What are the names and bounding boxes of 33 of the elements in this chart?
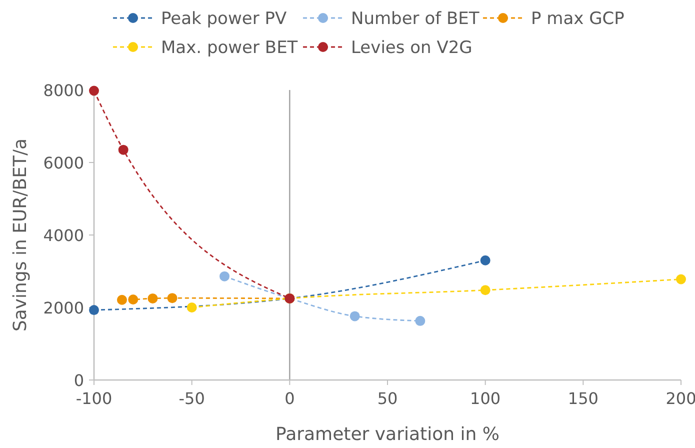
- y-axis-title: Savings in EUR/BET/a: [10, 138, 31, 332]
- point: [480, 255, 490, 266]
- x-tick-label: 0: [284, 389, 295, 408]
- x-tick-label: 100: [470, 389, 501, 408]
- legend-label: Number of BET: [351, 9, 480, 29]
- legend-label: Max. power BET: [161, 38, 298, 58]
- x-tick-label: 50: [377, 389, 398, 408]
- point: [167, 293, 178, 304]
- x-tick-label: 150: [568, 389, 598, 408]
- legend-label: Levies on V2G: [351, 38, 472, 58]
- point: [89, 86, 99, 96]
- point: [676, 274, 686, 284]
- legend-label: P max GCP: [531, 9, 624, 29]
- point: [89, 305, 99, 316]
- point: [128, 294, 138, 305]
- point: [350, 311, 360, 322]
- y-tick-label: 2000: [43, 298, 84, 318]
- y-tick-label: 6000: [43, 154, 84, 172]
- y-tick-label: 0: [74, 371, 84, 390]
- x-axis-title: Parameter variation in %: [276, 424, 500, 445]
- y-tick-label: 4000: [43, 226, 84, 245]
- point: [220, 271, 230, 282]
- point: [116, 294, 127, 305]
- point: [148, 293, 158, 304]
- point: [118, 144, 128, 155]
- point: [415, 316, 426, 326]
- y-tick-label: 8000: [43, 81, 84, 100]
- x-tick-label: -100: [76, 389, 112, 408]
- point: [186, 302, 197, 312]
- point: [480, 285, 490, 296]
- x-tick-label: -50: [178, 389, 205, 408]
- x-tick-label: 200: [666, 389, 695, 408]
- legend-label: Peak power PV: [161, 9, 287, 29]
